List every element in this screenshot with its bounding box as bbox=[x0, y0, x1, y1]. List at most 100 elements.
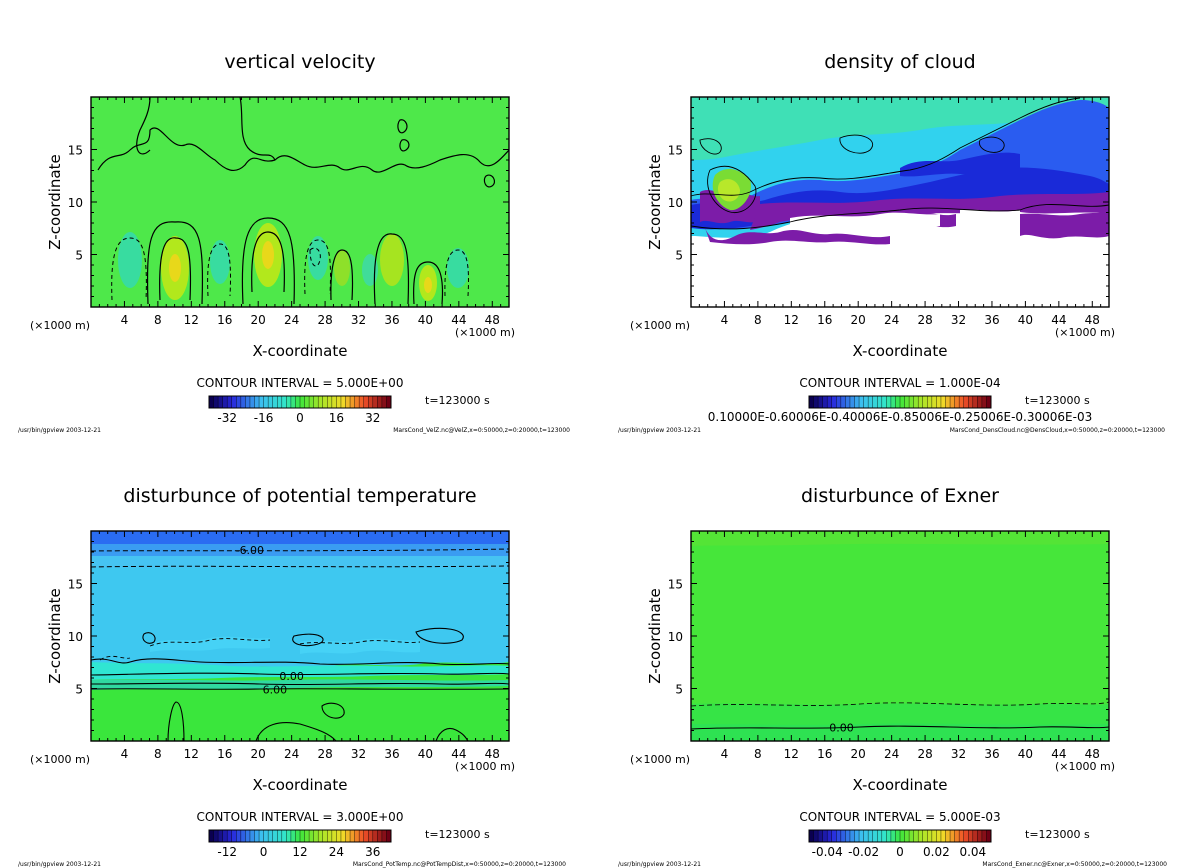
colorbar-swatch bbox=[236, 830, 242, 842]
x-tick-label: 44 bbox=[1051, 747, 1066, 761]
colorbar: 0.10000E-0.60006E-0.40006E-0.85006E-0.25… bbox=[708, 395, 1092, 424]
colorbar-swatch bbox=[263, 396, 269, 408]
colorbar-tick-label: -12 bbox=[217, 845, 237, 859]
colorbar-swatch bbox=[277, 830, 283, 842]
colorbar-swatch bbox=[977, 830, 983, 842]
colorbar-swatch bbox=[263, 830, 269, 842]
colorbar-swatch bbox=[381, 830, 387, 842]
colorbar-swatch bbox=[249, 830, 255, 842]
colorbar-swatch bbox=[904, 830, 910, 842]
footer-left: /usr/bin/gpview 2003-12-21 bbox=[618, 861, 701, 868]
footer-left: /usr/bin/gpview 2003-12-21 bbox=[618, 427, 701, 434]
colorbar-swatch bbox=[900, 830, 905, 842]
x-tick-label: 20 bbox=[851, 313, 866, 327]
colorbar-swatch bbox=[813, 396, 819, 408]
x-tick-label: 8 bbox=[754, 747, 762, 761]
colorbar-swatch bbox=[249, 396, 255, 408]
x-tick-label: 24 bbox=[884, 747, 899, 761]
x-tick-label: 12 bbox=[784, 747, 799, 761]
colorbar-swatch bbox=[295, 830, 301, 842]
colorbar-swatch bbox=[286, 396, 292, 408]
colorbar-swatch bbox=[918, 396, 924, 408]
panel-exner: disturbunce of Exner 0.00 4 8 12 16 20 24 28 32… bbox=[618, 485, 1167, 868]
colorbar-swatch bbox=[213, 830, 219, 842]
colorbar-swatch bbox=[372, 396, 378, 408]
colorbar-tick-label: -32 bbox=[217, 411, 237, 425]
colorbar-swatch bbox=[904, 396, 910, 408]
panel-title: disturbunce of potential temperature bbox=[123, 485, 476, 507]
colorbar-swatch bbox=[377, 830, 383, 842]
panel-potential-temperature: disturbunce of potential temperature bbox=[18, 485, 566, 868]
colorbar-swatch bbox=[840, 396, 846, 408]
colorbar-swatch bbox=[886, 830, 892, 842]
x-tick-label: 4 bbox=[721, 313, 729, 327]
colorbar-swatch bbox=[372, 830, 378, 842]
colorbar-swatch bbox=[277, 396, 283, 408]
colorbar-swatch bbox=[986, 396, 992, 408]
colorbar-swatch bbox=[854, 396, 860, 408]
x-tick-label: 8 bbox=[754, 313, 762, 327]
colorbar-swatch bbox=[318, 396, 324, 408]
field-area bbox=[690, 96, 1110, 308]
colorbar-swatch bbox=[213, 396, 219, 408]
colorbar-swatch bbox=[309, 830, 315, 842]
colorbar-frame bbox=[808, 829, 992, 843]
colorbar-swatch bbox=[854, 830, 860, 842]
x-unit-left: (×1000 m) bbox=[30, 319, 90, 332]
panel-vertical-velocity: vertical velocity bbox=[18, 51, 570, 434]
contour-label: -6.00 bbox=[236, 544, 264, 557]
colorbar-swatch bbox=[322, 396, 328, 408]
colorbar-swatch bbox=[927, 830, 933, 842]
y-tick-label: 15 bbox=[668, 144, 683, 158]
panel-density-of-cloud: density of cloud bbox=[618, 51, 1165, 434]
colorbar-swatch bbox=[900, 396, 905, 408]
colorbar-swatch bbox=[940, 830, 946, 842]
x-unit-left: (×1000 m) bbox=[630, 319, 690, 332]
colorbar-swatch bbox=[931, 396, 937, 408]
colorbar-swatch bbox=[986, 830, 992, 842]
colorbar-swatch bbox=[818, 830, 824, 842]
panel-title: density of cloud bbox=[824, 51, 976, 73]
colorbar-swatch bbox=[336, 830, 342, 842]
contour-interval: CONTOUR INTERVAL = 3.000E+00 bbox=[197, 810, 404, 824]
y-axis-label: Z-coordinate bbox=[646, 588, 664, 683]
x-unit-left: (×1000 m) bbox=[630, 753, 690, 766]
x-tick-label: 12 bbox=[184, 747, 199, 761]
x-tick-label: 44 bbox=[1051, 313, 1066, 327]
colorbar-swatch bbox=[940, 396, 946, 408]
x-tick-label: 48 bbox=[485, 313, 500, 327]
footer-right: MarsCond_VelZ.nc@VelZ,x=0:50000,z=0:2000… bbox=[393, 427, 570, 434]
colorbar-swatch bbox=[963, 396, 969, 408]
colorbar-swatch bbox=[818, 396, 824, 408]
x-tick-label: 32 bbox=[951, 747, 966, 761]
colorbar: -0.04 -0.02 0 0.02 0.04 bbox=[808, 829, 992, 859]
y-tick-label: 5 bbox=[75, 683, 83, 697]
colorbar-swatch bbox=[336, 396, 342, 408]
x-tick-label: 4 bbox=[121, 747, 129, 761]
x-tick-label: 36 bbox=[384, 747, 399, 761]
y-axis-label: Z-coordinate bbox=[46, 588, 64, 683]
colorbar: -32 -16 0 16 32 bbox=[208, 395, 392, 425]
colorbar-swatch bbox=[290, 396, 296, 408]
x-tick-label: 20 bbox=[251, 747, 266, 761]
colorbar-swatch bbox=[954, 396, 960, 408]
x-axis-label: X-coordinate bbox=[853, 342, 948, 360]
colorbar-swatch bbox=[300, 830, 305, 842]
x-tick-label: 4 bbox=[121, 313, 129, 327]
colorbar-swatch bbox=[363, 396, 369, 408]
colorbar-frame bbox=[208, 395, 392, 409]
colorbar-swatch bbox=[350, 396, 355, 408]
colorbar-swatch bbox=[963, 830, 969, 842]
x-tick-label: 28 bbox=[317, 313, 332, 327]
x-unit-right: (×1000 m) bbox=[455, 760, 515, 773]
x-tick-label: 24 bbox=[284, 313, 299, 327]
colorbar-swatch bbox=[340, 396, 346, 408]
colorbar-tick-label: -16 bbox=[254, 411, 274, 425]
x-tick-label: 32 bbox=[951, 313, 966, 327]
colorbar-swatch bbox=[954, 830, 960, 842]
colorbar-swatch bbox=[259, 830, 264, 842]
colorbar-swatch bbox=[331, 396, 337, 408]
x-tick-label: 36 bbox=[384, 313, 399, 327]
colorbar-swatch bbox=[245, 396, 251, 408]
